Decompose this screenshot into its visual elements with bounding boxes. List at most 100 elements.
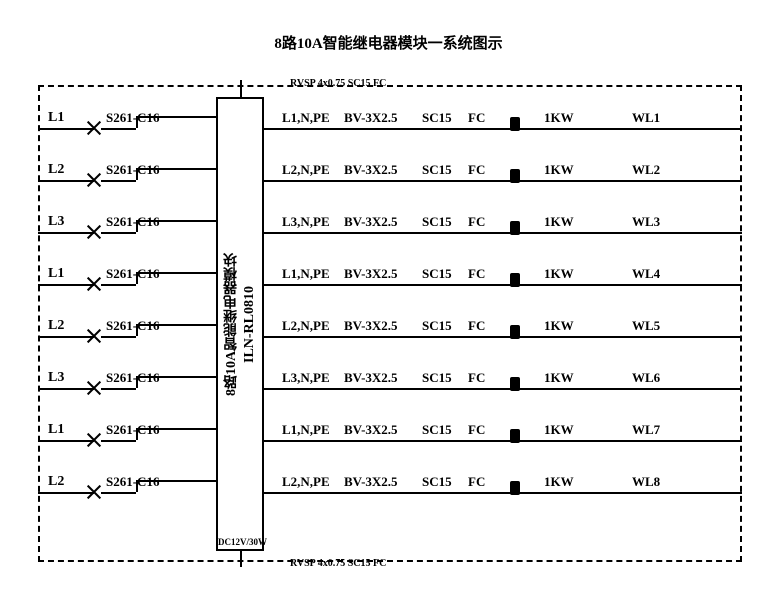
phase-out-label: L3,N,PE xyxy=(282,214,330,230)
phase-out-label: L1,N,PE xyxy=(282,110,330,126)
circuit-label: WL6 xyxy=(632,370,660,386)
load-icon xyxy=(510,221,520,235)
circuit-label: WL7 xyxy=(632,422,660,438)
power-label: 1KW xyxy=(544,474,574,490)
diagram-title: 8路10A智能继电器模块一系统图示 xyxy=(0,32,777,53)
output-line xyxy=(264,128,742,130)
relay-module-bottom-label: DC12V/30W xyxy=(218,537,267,547)
circuit-label: WL3 xyxy=(632,214,660,230)
phase-in-label: L1 xyxy=(48,110,64,126)
phase-out-label: L2,N,PE xyxy=(282,162,330,178)
breaker-icon xyxy=(87,121,101,135)
input-line xyxy=(101,180,136,182)
input-line xyxy=(101,128,136,130)
install-label: FC xyxy=(468,422,485,438)
breaker-label: S261-C16 xyxy=(106,214,159,230)
power-label: 1KW xyxy=(544,370,574,386)
input-line xyxy=(38,128,94,130)
power-label: 1KW xyxy=(544,162,574,178)
load-icon xyxy=(510,117,520,131)
output-line xyxy=(264,180,742,182)
phase-out-label: L2,N,PE xyxy=(282,318,330,334)
power-label: 1KW xyxy=(544,422,574,438)
breaker-label: S261-C16 xyxy=(106,422,159,438)
power-label: 1KW xyxy=(544,266,574,282)
input-line xyxy=(38,492,94,494)
cable-label: BV-3X2.5 xyxy=(344,422,398,438)
input-line xyxy=(101,492,136,494)
phase-out-label: L2,N,PE xyxy=(282,474,330,490)
load-icon xyxy=(510,273,520,287)
input-line xyxy=(101,388,136,390)
input-line xyxy=(101,336,136,338)
breaker-icon xyxy=(87,433,101,447)
input-line xyxy=(101,440,136,442)
breaker-icon xyxy=(87,173,101,187)
cable-label: BV-3X2.5 xyxy=(344,162,398,178)
conduit-label: SC15 xyxy=(422,214,452,230)
phase-in-label: L1 xyxy=(48,422,64,438)
load-icon xyxy=(510,325,520,339)
install-label: FC xyxy=(468,162,485,178)
circuit-label: WL5 xyxy=(632,318,660,334)
breaker-label: S261-C16 xyxy=(106,162,159,178)
output-line xyxy=(264,388,742,390)
circuit-label: WL4 xyxy=(632,266,660,282)
cable-label: BV-3X2.5 xyxy=(344,370,398,386)
load-icon xyxy=(510,377,520,391)
output-line xyxy=(264,284,742,286)
phase-in-label: L2 xyxy=(48,474,64,490)
load-icon xyxy=(510,169,520,183)
cable-label: BV-3X2.5 xyxy=(344,318,398,334)
conduit-label: SC15 xyxy=(422,422,452,438)
breaker-icon xyxy=(87,381,101,395)
install-label: FC xyxy=(468,370,485,386)
output-line xyxy=(264,440,742,442)
cable-label: BV-3X2.5 xyxy=(344,110,398,126)
circuit-label: WL8 xyxy=(632,474,660,490)
power-label: 1KW xyxy=(544,214,574,230)
install-label: FC xyxy=(468,110,485,126)
load-icon xyxy=(510,481,520,495)
phase-in-label: L3 xyxy=(48,214,64,230)
phase-out-label: L1,N,PE xyxy=(282,266,330,282)
bus-note-top: RVSP 4x0.75 SC15 FC xyxy=(290,78,386,89)
input-line xyxy=(38,232,94,234)
cable-label: BV-3X2.5 xyxy=(344,214,398,230)
relay-module-label-model: ILN-RL0810 xyxy=(242,137,258,511)
phase-in-label: L2 xyxy=(48,318,64,334)
breaker-label: S261-C16 xyxy=(106,266,159,282)
input-line xyxy=(101,232,136,234)
circuit-label: WL2 xyxy=(632,162,660,178)
input-line xyxy=(38,284,94,286)
input-line xyxy=(38,440,94,442)
breaker-label: S261-C16 xyxy=(106,370,159,386)
power-label: 1KW xyxy=(544,318,574,334)
input-line xyxy=(38,336,94,338)
bus-line-bottom xyxy=(240,551,242,567)
load-icon xyxy=(510,429,520,443)
bus-line-top xyxy=(240,80,242,97)
conduit-label: SC15 xyxy=(422,474,452,490)
relay-module-label-cn: 8路10A智能继电器模块 xyxy=(222,137,242,511)
conduit-label: SC15 xyxy=(422,370,452,386)
phase-in-label: L1 xyxy=(48,266,64,282)
cable-label: BV-3X2.5 xyxy=(344,474,398,490)
breaker-icon xyxy=(87,277,101,291)
conduit-label: SC15 xyxy=(422,110,452,126)
output-line xyxy=(264,336,742,338)
install-label: FC xyxy=(468,474,485,490)
circuit-label: WL1 xyxy=(632,110,660,126)
install-label: FC xyxy=(468,318,485,334)
install-label: FC xyxy=(468,266,485,282)
input-line xyxy=(38,180,94,182)
conduit-label: SC15 xyxy=(422,162,452,178)
phase-out-label: L3,N,PE xyxy=(282,370,330,386)
power-label: 1KW xyxy=(544,110,574,126)
input-line xyxy=(101,284,136,286)
bus-note-bottom: RVSP 4x0.75 SC15 FC xyxy=(290,558,386,569)
input-line xyxy=(38,388,94,390)
phase-in-label: L2 xyxy=(48,162,64,178)
output-line xyxy=(264,492,742,494)
breaker-icon xyxy=(87,485,101,499)
